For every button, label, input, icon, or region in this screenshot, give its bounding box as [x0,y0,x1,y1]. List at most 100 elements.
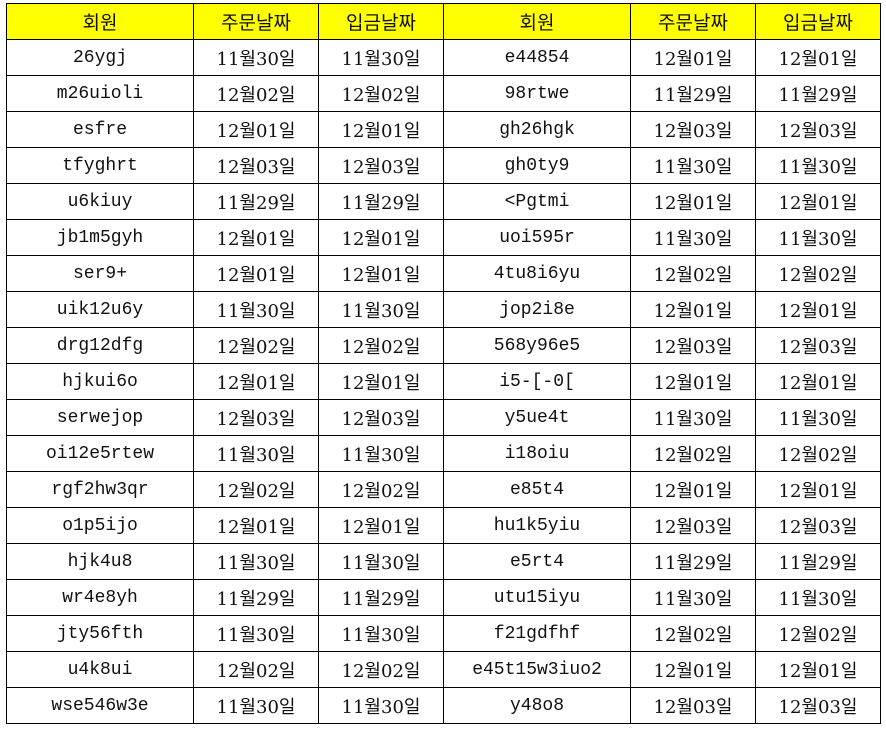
payment-date-cell[interactable]: 12월01일 [755,651,881,688]
payment-date-cell[interactable]: 12월01일 [755,471,881,508]
order-date-cell[interactable]: 12월01일 [193,255,319,292]
order-date-cell[interactable]: 12월02일 [193,75,319,112]
payment-date-cell[interactable]: 11월29일 [318,579,444,616]
order-date-cell[interactable]: 12월01일 [193,507,319,544]
member-cell[interactable]: jty56fth [6,615,194,652]
payment-date-cell[interactable]: 11월29일 [755,75,881,112]
payment-date-cell[interactable]: 12월01일 [755,39,881,76]
payment-date-cell[interactable]: 12월01일 [318,363,444,400]
member-cell[interactable]: u4k8ui [6,651,194,688]
order-date-cell[interactable]: 11월29일 [193,579,319,616]
order-date-cell[interactable]: 12월01일 [193,363,319,400]
payment-date-cell[interactable]: 11월29일 [755,543,881,580]
member-cell[interactable]: 4tu8i6yu [443,255,631,292]
member-cell[interactable]: serwejop [6,399,194,436]
member-cell[interactable]: u6kiuy [6,183,194,220]
payment-date-cell[interactable]: 12월02일 [755,615,881,652]
order-date-cell[interactable]: 11월30일 [630,399,756,436]
payment-date-cell[interactable]: 12월01일 [318,507,444,544]
member-cell[interactable]: e45t15w3iuo2 [443,651,631,688]
member-cell[interactable]: e85t4 [443,471,631,508]
order-date-cell[interactable]: 12월01일 [630,471,756,508]
order-date-cell[interactable]: 12월01일 [630,291,756,328]
order-date-cell[interactable]: 11월30일 [193,39,319,76]
order-date-cell[interactable]: 11월30일 [193,435,319,472]
member-cell[interactable]: esfre [6,111,194,148]
order-date-cell[interactable]: 11월30일 [630,219,756,256]
order-date-cell[interactable]: 12월03일 [193,399,319,436]
payment-date-cell[interactable]: 11월30일 [755,399,881,436]
member-cell[interactable]: m26uioli [6,75,194,112]
member-cell[interactable]: e5rt4 [443,543,631,580]
order-date-cell[interactable]: 11월30일 [193,687,319,724]
member-cell[interactable]: uik12u6y [6,291,194,328]
payment-date-cell[interactable]: 11월30일 [318,39,444,76]
payment-date-cell[interactable]: 11월30일 [318,291,444,328]
order-date-cell[interactable]: 12월02일 [630,435,756,472]
payment-date-cell[interactable]: 11월30일 [755,219,881,256]
member-cell[interactable]: hjk4u8 [6,543,194,580]
order-date-cell[interactable]: 12월02일 [193,651,319,688]
payment-date-cell[interactable]: 12월01일 [755,291,881,328]
payment-date-cell[interactable]: 11월30일 [318,687,444,724]
order-date-cell[interactable]: 11월30일 [193,291,319,328]
order-date-cell[interactable]: 11월30일 [630,579,756,616]
payment-date-cell[interactable]: 11월29일 [318,183,444,220]
payment-date-cell[interactable]: 12월03일 [755,327,881,364]
member-cell[interactable]: e44854 [443,39,631,76]
order-date-cell[interactable]: 12월01일 [630,183,756,220]
member-cell[interactable]: oi12e5rtew [6,435,194,472]
order-date-cell[interactable]: 11월30일 [630,147,756,184]
member-cell[interactable]: tfyghrt [6,147,194,184]
payment-date-cell[interactable]: 12월01일 [755,363,881,400]
member-cell[interactable]: 26ygj [6,39,194,76]
header-order-date[interactable]: 주문날짜 [630,3,756,40]
order-date-cell[interactable]: 12월03일 [630,327,756,364]
payment-date-cell[interactable]: 12월02일 [755,255,881,292]
member-cell[interactable]: i18oiu [443,435,631,472]
payment-date-cell[interactable]: 12월02일 [318,471,444,508]
member-cell[interactable]: y5ue4t [443,399,631,436]
order-date-cell[interactable]: 11월30일 [193,615,319,652]
member-cell[interactable]: wse546w3e [6,687,194,724]
payment-date-cell[interactable]: 12월02일 [318,75,444,112]
order-date-cell[interactable]: 12월01일 [630,651,756,688]
member-cell[interactable]: jop2i8e [443,291,631,328]
order-date-cell[interactable]: 11월29일 [630,75,756,112]
member-cell[interactable]: wr4e8yh [6,579,194,616]
payment-date-cell[interactable]: 11월30일 [318,543,444,580]
member-cell[interactable]: y48o8 [443,687,631,724]
payment-date-cell[interactable]: 12월03일 [318,399,444,436]
member-cell[interactable]: gh26hgk [443,111,631,148]
payment-date-cell[interactable]: 12월03일 [318,147,444,184]
order-date-cell[interactable]: 12월01일 [193,219,319,256]
member-cell[interactable]: i5-[-0[ [443,363,631,400]
member-cell[interactable]: <Pgtmi [443,183,631,220]
header-payment-date[interactable]: 입금날짜 [318,3,444,40]
member-cell[interactable]: gh0ty9 [443,147,631,184]
member-cell[interactable]: o1p5ijo [6,507,194,544]
payment-date-cell[interactable]: 11월30일 [318,435,444,472]
payment-date-cell[interactable]: 12월03일 [755,507,881,544]
member-cell[interactable]: drg12dfg [6,327,194,364]
header-member[interactable]: 회원 [443,3,631,40]
order-date-cell[interactable]: 12월03일 [630,687,756,724]
order-date-cell[interactable]: 12월02일 [630,615,756,652]
order-date-cell[interactable]: 12월01일 [630,363,756,400]
member-cell[interactable]: f21gdfhf [443,615,631,652]
payment-date-cell[interactable]: 12월03일 [755,687,881,724]
header-payment-date[interactable]: 입금날짜 [755,3,881,40]
order-date-cell[interactable]: 12월03일 [193,147,319,184]
order-date-cell[interactable]: 11월29일 [630,543,756,580]
order-date-cell[interactable]: 12월03일 [630,507,756,544]
member-cell[interactable]: 98rtwe [443,75,631,112]
member-cell[interactable]: 568y96e5 [443,327,631,364]
order-date-cell[interactable]: 12월01일 [193,111,319,148]
payment-date-cell[interactable]: 12월02일 [318,327,444,364]
order-date-cell[interactable]: 11월30일 [193,543,319,580]
payment-date-cell[interactable]: 11월30일 [318,615,444,652]
payment-date-cell[interactable]: 12월02일 [318,651,444,688]
payment-date-cell[interactable]: 11월30일 [755,579,881,616]
payment-date-cell[interactable]: 12월01일 [755,183,881,220]
payment-date-cell[interactable]: 12월02일 [755,435,881,472]
